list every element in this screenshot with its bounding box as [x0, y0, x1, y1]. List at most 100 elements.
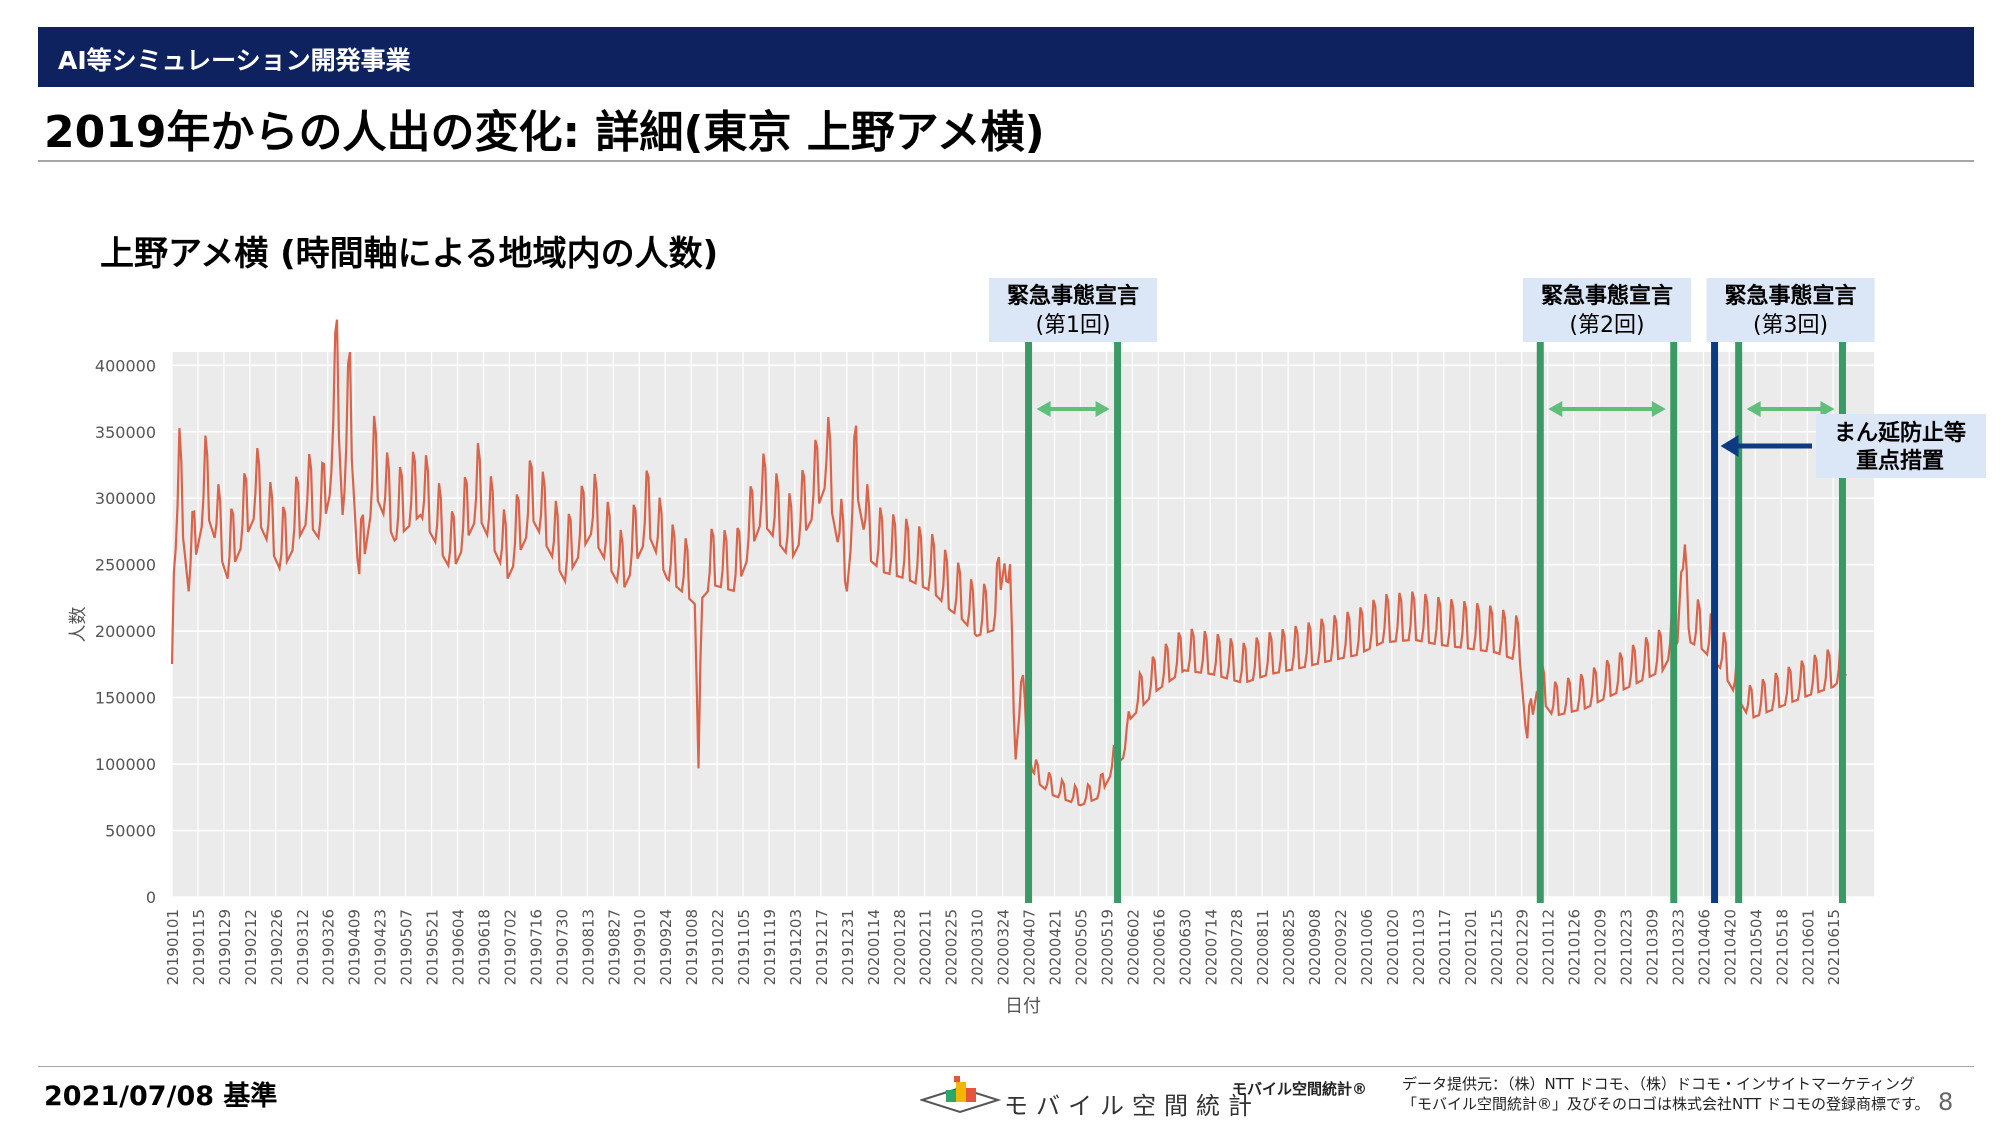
arrow-head-left	[1036, 401, 1051, 417]
x-tick-label: 20210126	[1566, 909, 1584, 985]
x-tick-label: 20190312	[294, 909, 312, 985]
x-tick-label: 20190115	[190, 909, 208, 985]
x-tick-label: 20210112	[1540, 909, 1558, 985]
x-tick-label: 20200922	[1332, 909, 1350, 985]
x-tick-label: 20200324	[995, 909, 1013, 985]
x-tick-label: 20200211	[917, 909, 935, 985]
x-tick-label: 20191217	[813, 909, 831, 985]
header-bar: AI等シミュレーション開発事業	[38, 27, 1974, 87]
arrow-head-left	[1548, 401, 1563, 417]
x-tick-label: 20201215	[1488, 909, 1506, 985]
page-number: 8	[1938, 1088, 1954, 1116]
event-label-box	[1523, 278, 1692, 342]
x-tick-label: 20190924	[657, 909, 675, 985]
x-tick-label: 20190507	[398, 909, 416, 985]
chart-heading: 上野アメ横 (時間軸による地域内の人数)	[100, 234, 719, 274]
arrow-head-left	[1746, 401, 1761, 417]
priority-measure-line1: まん延防止等	[1834, 420, 1966, 446]
title-divider	[38, 160, 1974, 162]
y-tick-label: 300000	[95, 489, 156, 508]
priority-measure-arrow-head	[1720, 435, 1739, 457]
x-tick-label: 20200407	[1021, 909, 1039, 985]
footer-divider	[38, 1066, 1974, 1067]
x-tick-label: 20200421	[1047, 909, 1065, 985]
x-tick-label: 20200825	[1280, 909, 1298, 985]
arrow-head-right	[1095, 401, 1110, 417]
plot-area: 0 50000 100000 150000 200000 250000 300000 3500…	[68, 319, 1874, 1017]
y-tick-label: 350000	[95, 423, 156, 442]
chart: 0 50000 100000 150000 200000 250000 300000 3500…	[68, 278, 1986, 1017]
x-tick-label: 20190702	[501, 909, 519, 985]
x-tick-label: 20190129	[216, 909, 234, 985]
brand-label: モバイル空間統計®	[1232, 1080, 1368, 1098]
event-subtitle: (第1回)	[1035, 313, 1110, 338]
x-tick-label: 20190604	[450, 909, 468, 985]
x-tick-label: 20201103	[1410, 909, 1428, 985]
x-tick-label: 20200811	[1254, 909, 1272, 985]
x-tick-label: 20190326	[320, 909, 338, 985]
event-label-box	[989, 278, 1158, 342]
plot-background	[172, 352, 1874, 897]
x-tick-label: 20200310	[969, 909, 987, 985]
event-label-box	[1706, 278, 1875, 342]
x-tick-label: 20210420	[1721, 909, 1739, 985]
x-tick-label: 20190813	[579, 909, 597, 985]
x-tick-label: 20190226	[268, 909, 286, 985]
event-title: 緊急事態宣言	[1541, 283, 1673, 309]
event-annotations: 緊急事態宣言 (第1回) 緊急事態宣言 (第2回) 緊急事態宣言 (第3回) まん延防止等重…	[989, 278, 1986, 903]
x-tick-label: 20190910	[631, 909, 649, 985]
arrow-head-right	[1651, 401, 1666, 417]
x-tick-label: 20200114	[865, 909, 883, 985]
x-tick-label: 20210518	[1773, 909, 1791, 985]
section-label: AI等シミュレーション開発事業	[58, 46, 411, 75]
provider-line-1: データ提供元：（株）NTT ドコモ、（株）ドコモ・インサイトマーケティング	[1402, 1075, 1915, 1093]
event-title: 緊急事態宣言	[1725, 283, 1857, 309]
data-provider-note: データ提供元：（株）NTT ドコモ、（株）ドコモ・インサイトマーケティング 「モ…	[1402, 1074, 1930, 1114]
x-tick-label: 20210406	[1695, 909, 1713, 985]
x-tick-label: 20190212	[242, 909, 260, 985]
x-tick-label: 20190827	[605, 909, 623, 985]
x-tick-label: 20200714	[1202, 909, 1220, 985]
x-tick-label: 20210615	[1825, 909, 1843, 985]
series-line	[170, 319, 1847, 807]
x-tick-label: 20191231	[839, 909, 857, 985]
x-tick-label: 20191008	[683, 909, 701, 985]
y-tick-label: 150000	[95, 689, 156, 708]
x-tick-label: 20210504	[1747, 909, 1765, 985]
x-tick-label: 20210309	[1644, 909, 1662, 985]
x-tick-label: 20201117	[1436, 909, 1454, 985]
x-tick-label: 20200519	[1098, 909, 1116, 985]
x-tick-label: 20190730	[553, 909, 571, 985]
x-tick-label: 20191203	[787, 909, 805, 985]
x-tick-label: 20201229	[1514, 909, 1532, 985]
x-tick-label: 20191022	[709, 909, 727, 985]
provider-line-2: 「モバイル空間統計®」及びそのロゴは株式会社NTT ドコモの登録商標です。	[1402, 1095, 1930, 1113]
arrow-head-right	[1820, 401, 1835, 417]
x-tick-label: 20190618	[475, 909, 493, 985]
x-tick-label: 20200128	[891, 909, 909, 985]
y-tick-label: 100000	[95, 755, 156, 774]
x-tick-label: 20200505	[1072, 909, 1090, 985]
x-tick-label: 20200630	[1176, 909, 1194, 985]
x-tick-label: 20210323	[1669, 909, 1687, 985]
y-tick-label: 400000	[95, 356, 156, 375]
x-tick-label: 20210209	[1592, 909, 1610, 985]
y-tick-label: 200000	[95, 622, 156, 641]
event-subtitle: (第2回)	[1569, 313, 1644, 338]
x-tick-label: 20191105	[735, 909, 753, 985]
y-tick-label: 250000	[95, 556, 156, 575]
x-tick-label: 20200908	[1306, 909, 1324, 985]
x-tick-label: 20191119	[761, 909, 779, 985]
logo-text: モバイル空間統計	[1004, 1092, 1260, 1120]
event-title: 緊急事態宣言	[1007, 283, 1139, 309]
priority-measure-line2: 重点措置	[1856, 448, 1944, 474]
x-tick-label: 20200616	[1150, 909, 1168, 985]
x-tick-label: 20190101	[164, 909, 182, 985]
x-tick-label: 20200225	[943, 909, 961, 985]
x-tick-label: 20190716	[527, 909, 545, 985]
x-tick-label: 20210601	[1799, 909, 1817, 985]
x-tick-label: 20210223	[1618, 909, 1636, 985]
event-subtitle: (第3回)	[1753, 313, 1828, 338]
y-tick-label: 0	[146, 888, 156, 907]
x-tick-label: 20201006	[1358, 909, 1376, 985]
